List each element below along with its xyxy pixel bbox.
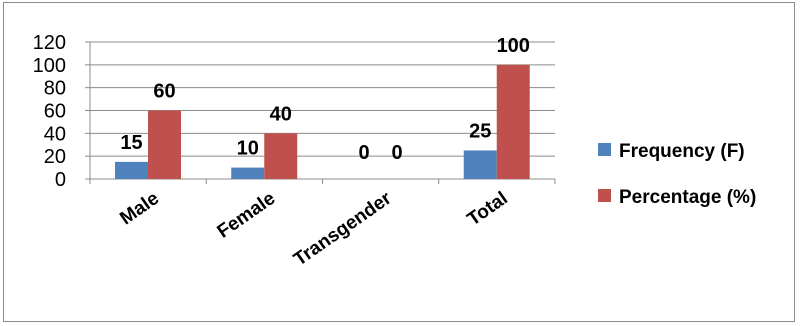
legend-label-frequency-f: Frequency (F) [619,141,745,162]
bar-percentage-female [264,133,298,179]
x-tick-label-total: Total [464,188,512,230]
x-tick-label-transgender: Transgender [290,188,396,271]
data-label-frequency-f-male: 15 [120,132,142,154]
y-tick-label-20: 20 [44,146,66,168]
data-label-percentage-female: 40 [270,103,292,125]
data-label-percentage-total: 100 [497,35,530,57]
x-category-labels: Male Female Transgender Total [116,188,511,271]
bar-percentage-total [496,64,530,179]
data-label-frequency-f-total: 25 [469,120,491,142]
bar-percentage-male [148,110,181,179]
y-tick-label-0: 0 [55,169,66,191]
x-tick-label-male: Male [116,188,163,229]
legend-swatch-percentage [598,189,611,202]
bar-frequency-f-total [463,150,497,179]
bars [115,64,530,179]
y-tick-label-60: 60 [44,101,66,123]
data-label-frequency-f-transgender: 0 [358,142,369,164]
bar-frequency-f-male [115,161,148,179]
bar-frequency-f-female [231,167,265,179]
data-label-percentage-transgender: 0 [391,142,402,164]
data-label-frequency-f-female: 10 [237,138,259,160]
data-label-percentage-male: 60 [153,81,175,103]
legend: Frequency (F) Percentage (%) [598,141,756,208]
legend-swatch-frequency-f [598,143,611,156]
x-tick-label-female: Female [214,188,280,243]
y-tick-label-120: 120 [33,32,66,54]
data-labels: 15 60 10 40 0 0 25 100 [120,35,530,164]
y-tick-label-80: 80 [44,78,66,100]
legend-label-percentage: Percentage (%) [619,187,756,208]
y-tick-label-40: 40 [44,123,66,145]
y-tick-label-100: 100 [33,55,66,77]
